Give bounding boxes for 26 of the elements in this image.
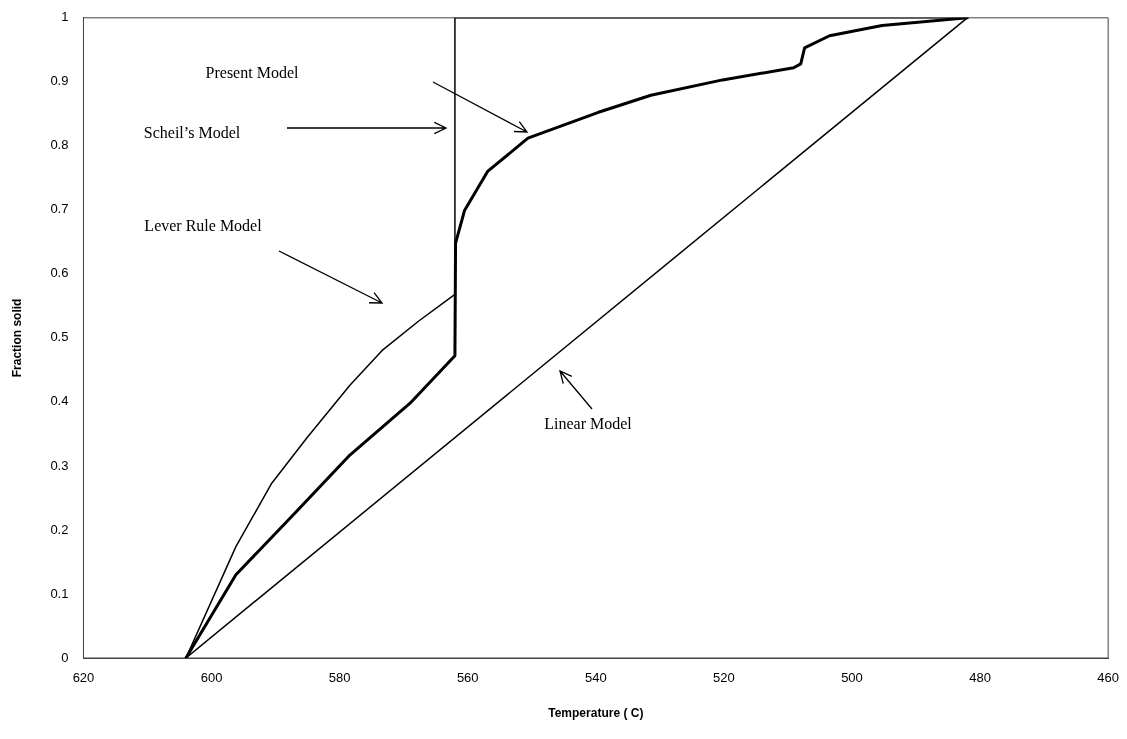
y-tick-label: 0.9 <box>50 73 69 89</box>
x-tick-label: 500 <box>841 670 863 686</box>
annotation: Lever Rule Model <box>144 217 262 235</box>
x-tick-label: 600 <box>200 670 223 686</box>
x-axis-title: Temperature ( C) <box>548 706 644 721</box>
x-tick-label: 520 <box>713 670 735 686</box>
annotation: Present Model <box>205 64 299 82</box>
y-tick-label: 0.1 <box>50 585 69 601</box>
y-tick-label: 0.2 <box>50 521 69 537</box>
y-tick-label: 0.7 <box>50 201 69 217</box>
x-tick-label: 560 <box>456 670 479 686</box>
x-tick-label: 460 <box>1097 670 1120 686</box>
y-axis-title: Fraction solid <box>9 298 24 378</box>
y-tick-label: 0.6 <box>50 265 69 281</box>
y-tick-label: 0.4 <box>50 393 69 409</box>
x-tick-label: 480 <box>969 670 991 686</box>
y-tick-label: 0 <box>61 649 69 665</box>
annotation: Scheil’s Model <box>143 124 241 142</box>
y-tick-label: 0.8 <box>50 137 69 153</box>
annotation: Linear Model <box>544 415 632 433</box>
y-tick-label: 0.3 <box>50 457 69 473</box>
x-tick-label: 580 <box>328 670 351 686</box>
y-tick-label: 0.5 <box>50 329 69 345</box>
x-tick-label: 540 <box>584 670 607 686</box>
y-tick-label: 1 <box>61 9 69 25</box>
x-tick-label: 620 <box>72 670 95 686</box>
